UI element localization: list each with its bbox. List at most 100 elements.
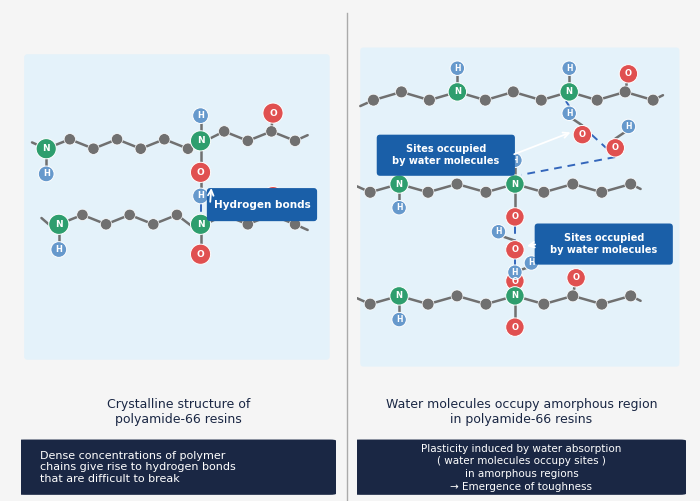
Circle shape	[562, 61, 576, 76]
Text: H: H	[528, 259, 535, 268]
Circle shape	[242, 135, 253, 146]
Text: Hydrogen bonds: Hydrogen bonds	[214, 199, 310, 209]
Circle shape	[567, 269, 585, 287]
FancyBboxPatch shape	[354, 439, 686, 495]
Circle shape	[524, 256, 538, 270]
Text: H: H	[454, 64, 461, 73]
Text: Crystalline structure of
polyamide-66 resins: Crystalline structure of polyamide-66 re…	[107, 398, 250, 426]
Text: N: N	[454, 87, 461, 96]
Circle shape	[625, 178, 637, 190]
Circle shape	[424, 94, 435, 106]
Circle shape	[480, 94, 491, 106]
Circle shape	[364, 298, 376, 310]
Text: O: O	[512, 245, 519, 255]
Circle shape	[88, 143, 99, 154]
FancyBboxPatch shape	[377, 135, 515, 176]
Circle shape	[505, 318, 524, 336]
Circle shape	[148, 218, 159, 230]
Text: Dense concentrations of polymer
chains give rise to hydrogen bonds
that are diff: Dense concentrations of polymer chains g…	[40, 450, 236, 484]
Text: H: H	[566, 109, 573, 118]
Circle shape	[182, 143, 194, 154]
Circle shape	[392, 200, 406, 215]
Circle shape	[451, 290, 463, 302]
Text: H: H	[512, 268, 518, 277]
Circle shape	[562, 106, 576, 121]
Circle shape	[218, 209, 230, 220]
Circle shape	[190, 244, 211, 265]
Circle shape	[480, 298, 492, 310]
Circle shape	[218, 126, 230, 137]
Circle shape	[567, 290, 579, 302]
Circle shape	[625, 290, 637, 302]
Text: O: O	[269, 109, 277, 118]
Circle shape	[393, 178, 405, 190]
Circle shape	[480, 186, 492, 198]
Circle shape	[509, 178, 521, 190]
Circle shape	[508, 86, 519, 98]
Circle shape	[505, 208, 524, 226]
Text: H: H	[512, 156, 518, 165]
Text: N: N	[197, 220, 204, 229]
FancyBboxPatch shape	[24, 54, 330, 360]
Text: ( water molecules occupy sites ): ( water molecules occupy sites )	[437, 456, 606, 466]
Circle shape	[392, 312, 406, 327]
Circle shape	[564, 86, 575, 98]
Circle shape	[36, 139, 56, 159]
Circle shape	[390, 287, 408, 305]
Circle shape	[242, 218, 253, 230]
FancyBboxPatch shape	[535, 223, 673, 265]
Text: O: O	[197, 249, 204, 259]
Circle shape	[190, 131, 211, 151]
FancyBboxPatch shape	[360, 48, 680, 367]
Text: N: N	[512, 292, 519, 301]
Text: H: H	[197, 111, 204, 120]
Text: N: N	[43, 144, 50, 153]
Circle shape	[606, 139, 624, 157]
Text: O: O	[512, 323, 519, 332]
Circle shape	[648, 94, 659, 106]
Text: O: O	[612, 143, 619, 152]
Circle shape	[505, 240, 524, 259]
Circle shape	[77, 209, 88, 220]
Text: H: H	[396, 203, 402, 212]
Circle shape	[266, 209, 277, 220]
Circle shape	[53, 218, 64, 230]
Text: N: N	[566, 87, 573, 96]
Circle shape	[193, 188, 209, 204]
Circle shape	[111, 134, 122, 145]
Text: H: H	[495, 227, 502, 236]
Text: Water molecules occupy amorphous region
in polyamide-66 resins: Water molecules occupy amorphous region …	[386, 398, 657, 426]
FancyBboxPatch shape	[207, 188, 317, 221]
Circle shape	[266, 126, 277, 137]
Circle shape	[422, 298, 434, 310]
Circle shape	[390, 175, 408, 193]
Circle shape	[448, 83, 467, 101]
Circle shape	[573, 125, 592, 144]
Text: O: O	[573, 273, 580, 282]
Text: N: N	[395, 292, 402, 301]
Circle shape	[368, 94, 379, 106]
Circle shape	[100, 218, 112, 230]
Text: H: H	[625, 122, 631, 131]
Circle shape	[508, 153, 522, 167]
Circle shape	[289, 135, 301, 146]
Circle shape	[263, 103, 283, 123]
Circle shape	[159, 134, 170, 145]
Circle shape	[508, 265, 522, 280]
Text: H: H	[396, 315, 402, 324]
Circle shape	[49, 214, 69, 234]
Text: O: O	[512, 212, 519, 221]
Circle shape	[505, 287, 524, 305]
Text: O: O	[197, 168, 204, 177]
Circle shape	[538, 298, 550, 310]
Text: in amorphous regions: in amorphous regions	[465, 469, 578, 479]
Text: O: O	[579, 130, 586, 139]
Circle shape	[135, 143, 146, 154]
Circle shape	[620, 65, 638, 83]
Circle shape	[536, 94, 547, 106]
Circle shape	[41, 143, 52, 154]
Text: N: N	[197, 136, 204, 145]
Circle shape	[395, 86, 407, 98]
Circle shape	[592, 94, 603, 106]
Circle shape	[560, 83, 578, 101]
